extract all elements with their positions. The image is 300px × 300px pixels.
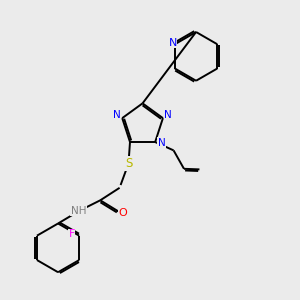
Text: N: N — [113, 110, 121, 120]
Text: F: F — [69, 229, 75, 239]
Text: N: N — [158, 138, 166, 148]
Text: N: N — [168, 38, 177, 48]
Text: NH: NH — [70, 206, 86, 216]
Text: S: S — [125, 157, 132, 170]
Text: O: O — [119, 208, 128, 218]
Text: N: N — [164, 110, 172, 120]
